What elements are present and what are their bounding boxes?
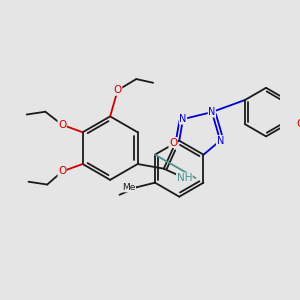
Text: O: O — [58, 120, 66, 130]
Text: Me: Me — [122, 183, 136, 192]
Text: O: O — [58, 167, 66, 176]
Text: O: O — [169, 137, 177, 148]
Text: N: N — [217, 136, 224, 146]
Text: O: O — [296, 119, 300, 129]
Text: N: N — [208, 107, 216, 117]
Text: O: O — [113, 85, 122, 95]
Text: NH: NH — [177, 173, 192, 183]
Text: N: N — [179, 114, 187, 124]
